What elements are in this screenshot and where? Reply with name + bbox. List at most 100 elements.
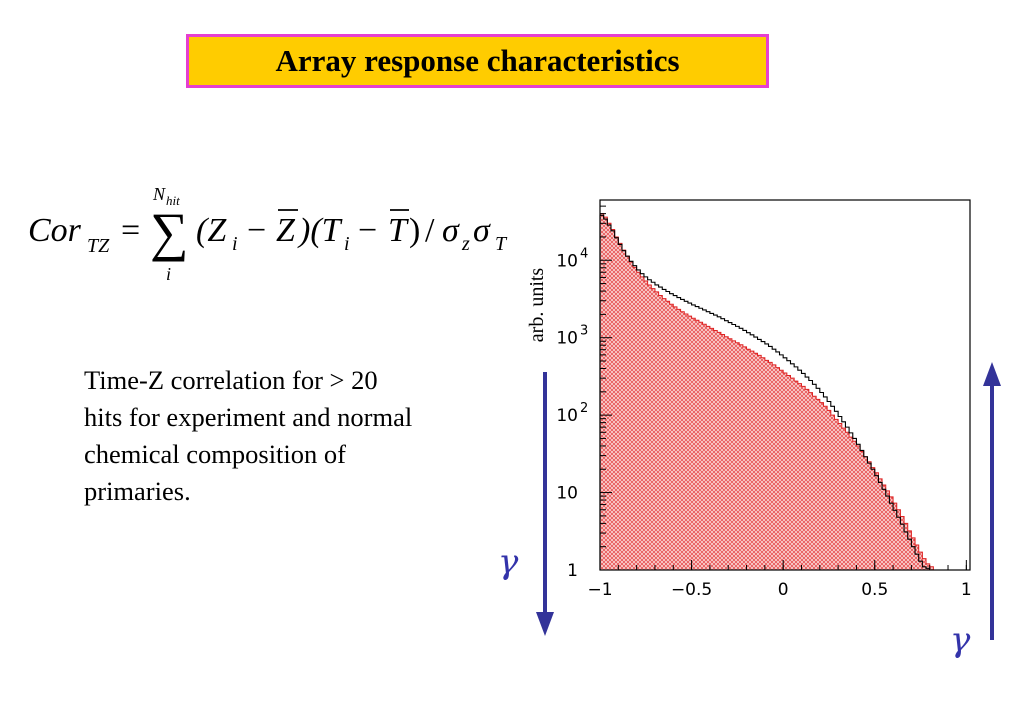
histogram-bar	[783, 372, 788, 570]
histogram-bar	[801, 386, 806, 570]
histogram-bar	[761, 357, 766, 570]
down-arrow-head	[536, 612, 554, 636]
histogram-bar	[607, 223, 612, 571]
histogram-bar	[772, 364, 777, 570]
formula-mid-t: )(T	[297, 212, 343, 249]
histogram-bar	[896, 509, 901, 570]
histogram-bar	[669, 304, 674, 570]
histogram-bar	[860, 451, 865, 570]
formula-sigma-t-sub: T	[495, 233, 508, 255]
histogram-bar	[713, 330, 718, 570]
description-line-1: Time-Z correlation for > 20	[84, 365, 378, 395]
histogram-bar	[805, 389, 810, 570]
formula-sigma-t: σ	[473, 212, 491, 249]
histogram-bar	[900, 516, 905, 570]
histogram-bar	[673, 306, 678, 570]
y-tick-exponent: 4	[580, 246, 588, 261]
histogram-bar	[698, 322, 703, 570]
description-line-2: hits for experiment and normal	[84, 402, 413, 432]
description-line-4: primaries.	[84, 476, 191, 506]
formula-sigma-z-sub: z	[461, 233, 470, 255]
histogram-bar	[746, 349, 751, 570]
histogram-bar	[728, 338, 733, 570]
histogram-bar	[702, 324, 707, 570]
description-line-3: chemical composition of	[84, 439, 346, 469]
histogram-bar	[731, 340, 736, 570]
y-tick-exponent: 3	[580, 324, 588, 339]
histogram-bar	[739, 344, 744, 570]
histogram-bar	[658, 295, 663, 570]
y-tick-label: 10	[556, 329, 578, 349]
histogram-bar	[753, 353, 758, 570]
histogram-bar	[647, 284, 652, 570]
histogram-bar	[893, 503, 898, 570]
x-tick-label: −1	[587, 580, 612, 600]
up-arrow-head	[983, 362, 1001, 386]
histogram-bar	[926, 563, 931, 570]
formula-sigma-z: σ	[442, 212, 460, 249]
histogram-bar	[852, 441, 857, 570]
histogram-bar	[922, 558, 927, 570]
formula-sum-upper: N	[152, 184, 166, 204]
histogram-bar	[929, 566, 934, 570]
histogram-bar	[717, 332, 722, 570]
formula-minus-1: −	[247, 212, 266, 249]
histogram-bar	[654, 291, 659, 570]
histogram-bar	[621, 250, 626, 570]
histogram-bar	[625, 256, 630, 570]
y-axis-label: arb. units	[526, 268, 548, 343]
formula-body-z: (Z	[196, 212, 227, 249]
histogram-bar	[849, 437, 854, 570]
formula-minus-2: −	[358, 212, 377, 249]
gamma-label-right: γ	[950, 620, 971, 660]
y-tick-exponent: 2	[580, 401, 588, 416]
histogram-bar	[684, 314, 689, 570]
formula-cor: Cor	[28, 212, 82, 249]
histogram-bar	[812, 396, 817, 570]
formula-z-sub: i	[232, 233, 238, 255]
histogram-bar	[819, 402, 824, 570]
y-tick-label: 10	[556, 251, 578, 271]
histogram-bar	[665, 301, 670, 570]
histogram-bar	[764, 360, 769, 570]
formula-cor-subscript: TZ	[87, 235, 110, 257]
formula-close: )	[409, 212, 420, 249]
histogram-bar	[797, 383, 802, 570]
histogram-bar	[904, 523, 909, 570]
y-tick-label: 10	[556, 484, 578, 504]
formula-slash: /	[425, 212, 435, 249]
x-tick-label: 0.5	[861, 580, 888, 600]
x-tick-label: 1	[961, 580, 972, 600]
histogram-bar	[614, 236, 619, 570]
histogram-bar	[636, 272, 641, 570]
histogram-bar	[603, 217, 608, 571]
histogram-bar	[856, 445, 861, 570]
formula-sum-upper-sub: hit	[166, 193, 180, 208]
histogram-bar	[867, 461, 872, 570]
histogram-bar	[878, 478, 883, 570]
correlation-formula: Cor TZ = ∑ N hit i (Z i − Z )(T i − T ) …	[28, 180, 528, 290]
histogram-bar	[775, 367, 780, 570]
histogram-bar	[790, 378, 795, 570]
histogram-bar	[691, 318, 696, 570]
histogram-bar	[816, 399, 821, 570]
histogram-bar	[695, 320, 700, 570]
y-tick-label: 1	[567, 561, 578, 581]
histogram-bar	[915, 545, 920, 570]
histogram-bar	[662, 298, 667, 570]
histogram-bar	[885, 490, 890, 570]
histogram-bar	[687, 316, 692, 570]
formula-tbar: T	[388, 212, 409, 249]
x-tick-label: 0	[778, 580, 789, 600]
histogram-bar	[643, 280, 648, 570]
histogram-bar	[632, 267, 637, 570]
histogram-bar	[640, 276, 645, 570]
histogram-bar	[680, 311, 685, 570]
histogram-bar	[768, 362, 773, 570]
histogram-bar	[750, 351, 755, 570]
slide-title: Array response characteristics	[186, 34, 769, 88]
histogram-bar	[618, 243, 623, 571]
gamma-label-left: γ	[498, 542, 519, 582]
histogram-bar	[794, 381, 799, 570]
